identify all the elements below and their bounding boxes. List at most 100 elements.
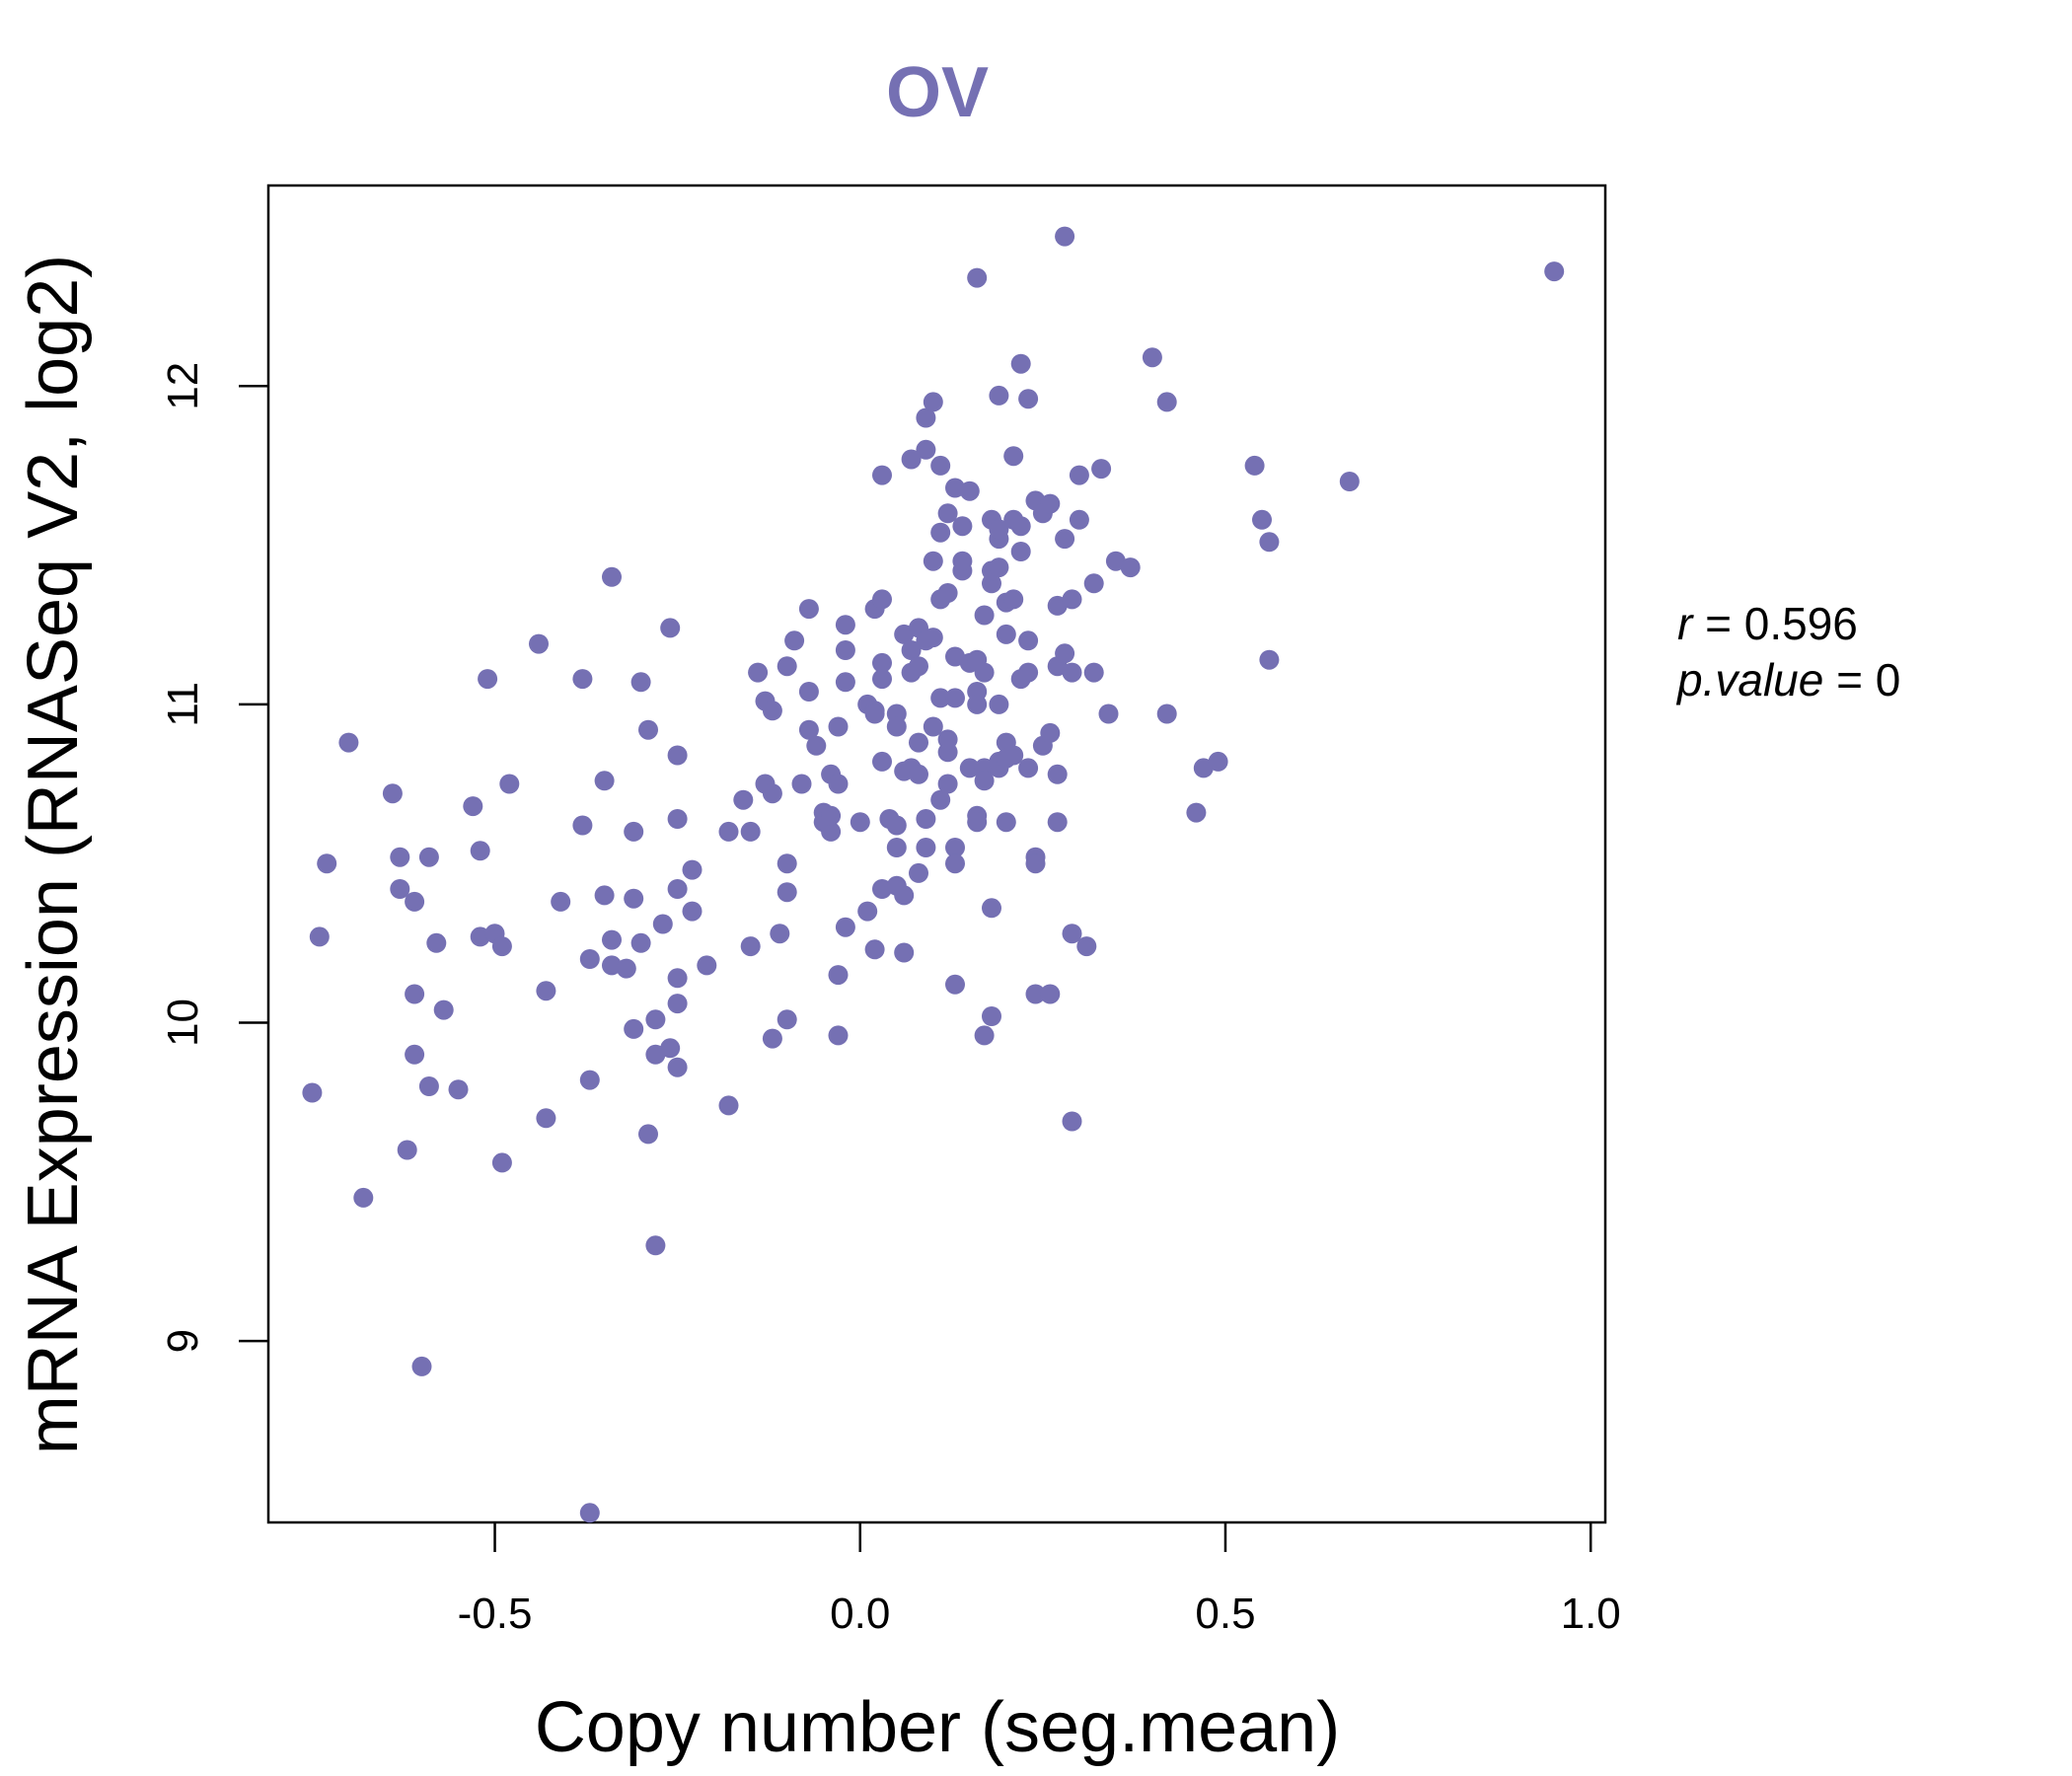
data-point xyxy=(317,853,337,874)
data-point xyxy=(1208,751,1228,772)
data-point xyxy=(740,936,761,957)
data-point xyxy=(748,662,769,683)
data-point xyxy=(733,789,754,810)
data-point xyxy=(798,599,819,620)
data-point xyxy=(682,859,703,880)
data-point xyxy=(1069,465,1089,485)
data-point xyxy=(624,821,644,842)
data-point xyxy=(967,812,988,833)
data-point xyxy=(857,901,878,922)
data-point xyxy=(762,783,782,804)
data-point xyxy=(353,1187,374,1208)
data-point xyxy=(536,1108,556,1129)
data-point xyxy=(718,821,739,842)
y-axis: 9 10 11 12 xyxy=(159,362,268,1353)
data-point xyxy=(967,694,988,714)
data-point xyxy=(835,615,855,635)
data-point xyxy=(1142,347,1162,368)
data-point xyxy=(667,1057,688,1077)
data-point xyxy=(930,789,951,810)
data-point xyxy=(652,914,673,934)
data-point xyxy=(1091,459,1112,480)
r-value: 0.596 xyxy=(1744,598,1858,649)
data-point xyxy=(901,449,922,470)
data-point xyxy=(302,1082,323,1103)
x-tick-label: 0.5 xyxy=(1195,1590,1255,1638)
data-point xyxy=(1047,812,1068,833)
data-point xyxy=(1040,493,1061,514)
data-point xyxy=(1259,649,1280,670)
data-point xyxy=(1040,984,1061,1004)
data-point xyxy=(835,640,855,660)
data-point xyxy=(382,783,403,804)
data-point xyxy=(602,566,622,587)
data-point xyxy=(777,882,797,903)
data-point xyxy=(835,672,855,693)
data-point xyxy=(989,519,1009,540)
data-point xyxy=(872,751,892,772)
y-tick-label: 11 xyxy=(159,682,207,727)
data-point xyxy=(835,917,855,937)
data-point xyxy=(338,732,359,753)
data-point xyxy=(930,522,951,543)
data-point xyxy=(923,716,943,737)
data-point xyxy=(1047,764,1068,784)
data-point xyxy=(624,888,644,909)
data-point xyxy=(1156,392,1177,412)
data-point xyxy=(762,701,782,721)
data-point xyxy=(959,758,980,778)
data-point xyxy=(916,838,936,857)
data-point xyxy=(1003,589,1024,610)
data-point xyxy=(1018,630,1039,651)
data-point xyxy=(821,805,842,826)
data-point xyxy=(536,981,556,1001)
data-points xyxy=(302,226,1565,1523)
y-tick-label: 9 xyxy=(159,1329,207,1353)
data-point xyxy=(850,812,870,833)
data-point xyxy=(806,735,827,756)
data-point xyxy=(1083,662,1104,683)
data-point xyxy=(1156,703,1177,724)
data-point xyxy=(645,1009,666,1030)
data-point xyxy=(967,267,988,288)
data-point xyxy=(1018,662,1039,683)
data-point xyxy=(594,885,615,906)
data-point xyxy=(1339,472,1360,491)
data-point xyxy=(1025,853,1046,874)
data-point xyxy=(638,719,658,740)
data-point xyxy=(937,774,958,794)
data-point xyxy=(1055,226,1075,247)
data-point xyxy=(937,729,958,750)
data-point xyxy=(405,891,425,912)
data-point xyxy=(682,901,703,922)
data-point xyxy=(945,974,965,995)
data-point xyxy=(645,1235,666,1256)
data-point xyxy=(1018,758,1039,778)
data-point xyxy=(740,821,761,842)
data-point xyxy=(1010,353,1031,374)
data-point xyxy=(660,618,681,638)
y-axis-title: mRNA Expression (RNASeq V2, log2) xyxy=(14,255,93,1454)
data-point xyxy=(909,656,928,677)
data-point xyxy=(886,815,907,836)
data-point xyxy=(418,847,439,867)
data-point xyxy=(974,771,995,791)
data-point xyxy=(579,949,600,969)
data-point xyxy=(624,1018,644,1039)
r-label: r xyxy=(1677,598,1694,649)
data-point xyxy=(630,932,651,953)
data-point xyxy=(405,984,425,1004)
data-point xyxy=(1252,509,1272,530)
data-point xyxy=(821,821,842,842)
data-point xyxy=(996,812,1016,833)
data-point xyxy=(872,652,892,673)
plot-frame xyxy=(266,184,1607,1524)
r-equals: = xyxy=(1705,598,1744,649)
data-point xyxy=(411,1356,432,1376)
p-label: p.value xyxy=(1675,654,1823,705)
data-point xyxy=(405,1044,425,1065)
data-point xyxy=(1186,802,1207,823)
data-point xyxy=(1259,532,1280,553)
data-point xyxy=(770,924,790,944)
